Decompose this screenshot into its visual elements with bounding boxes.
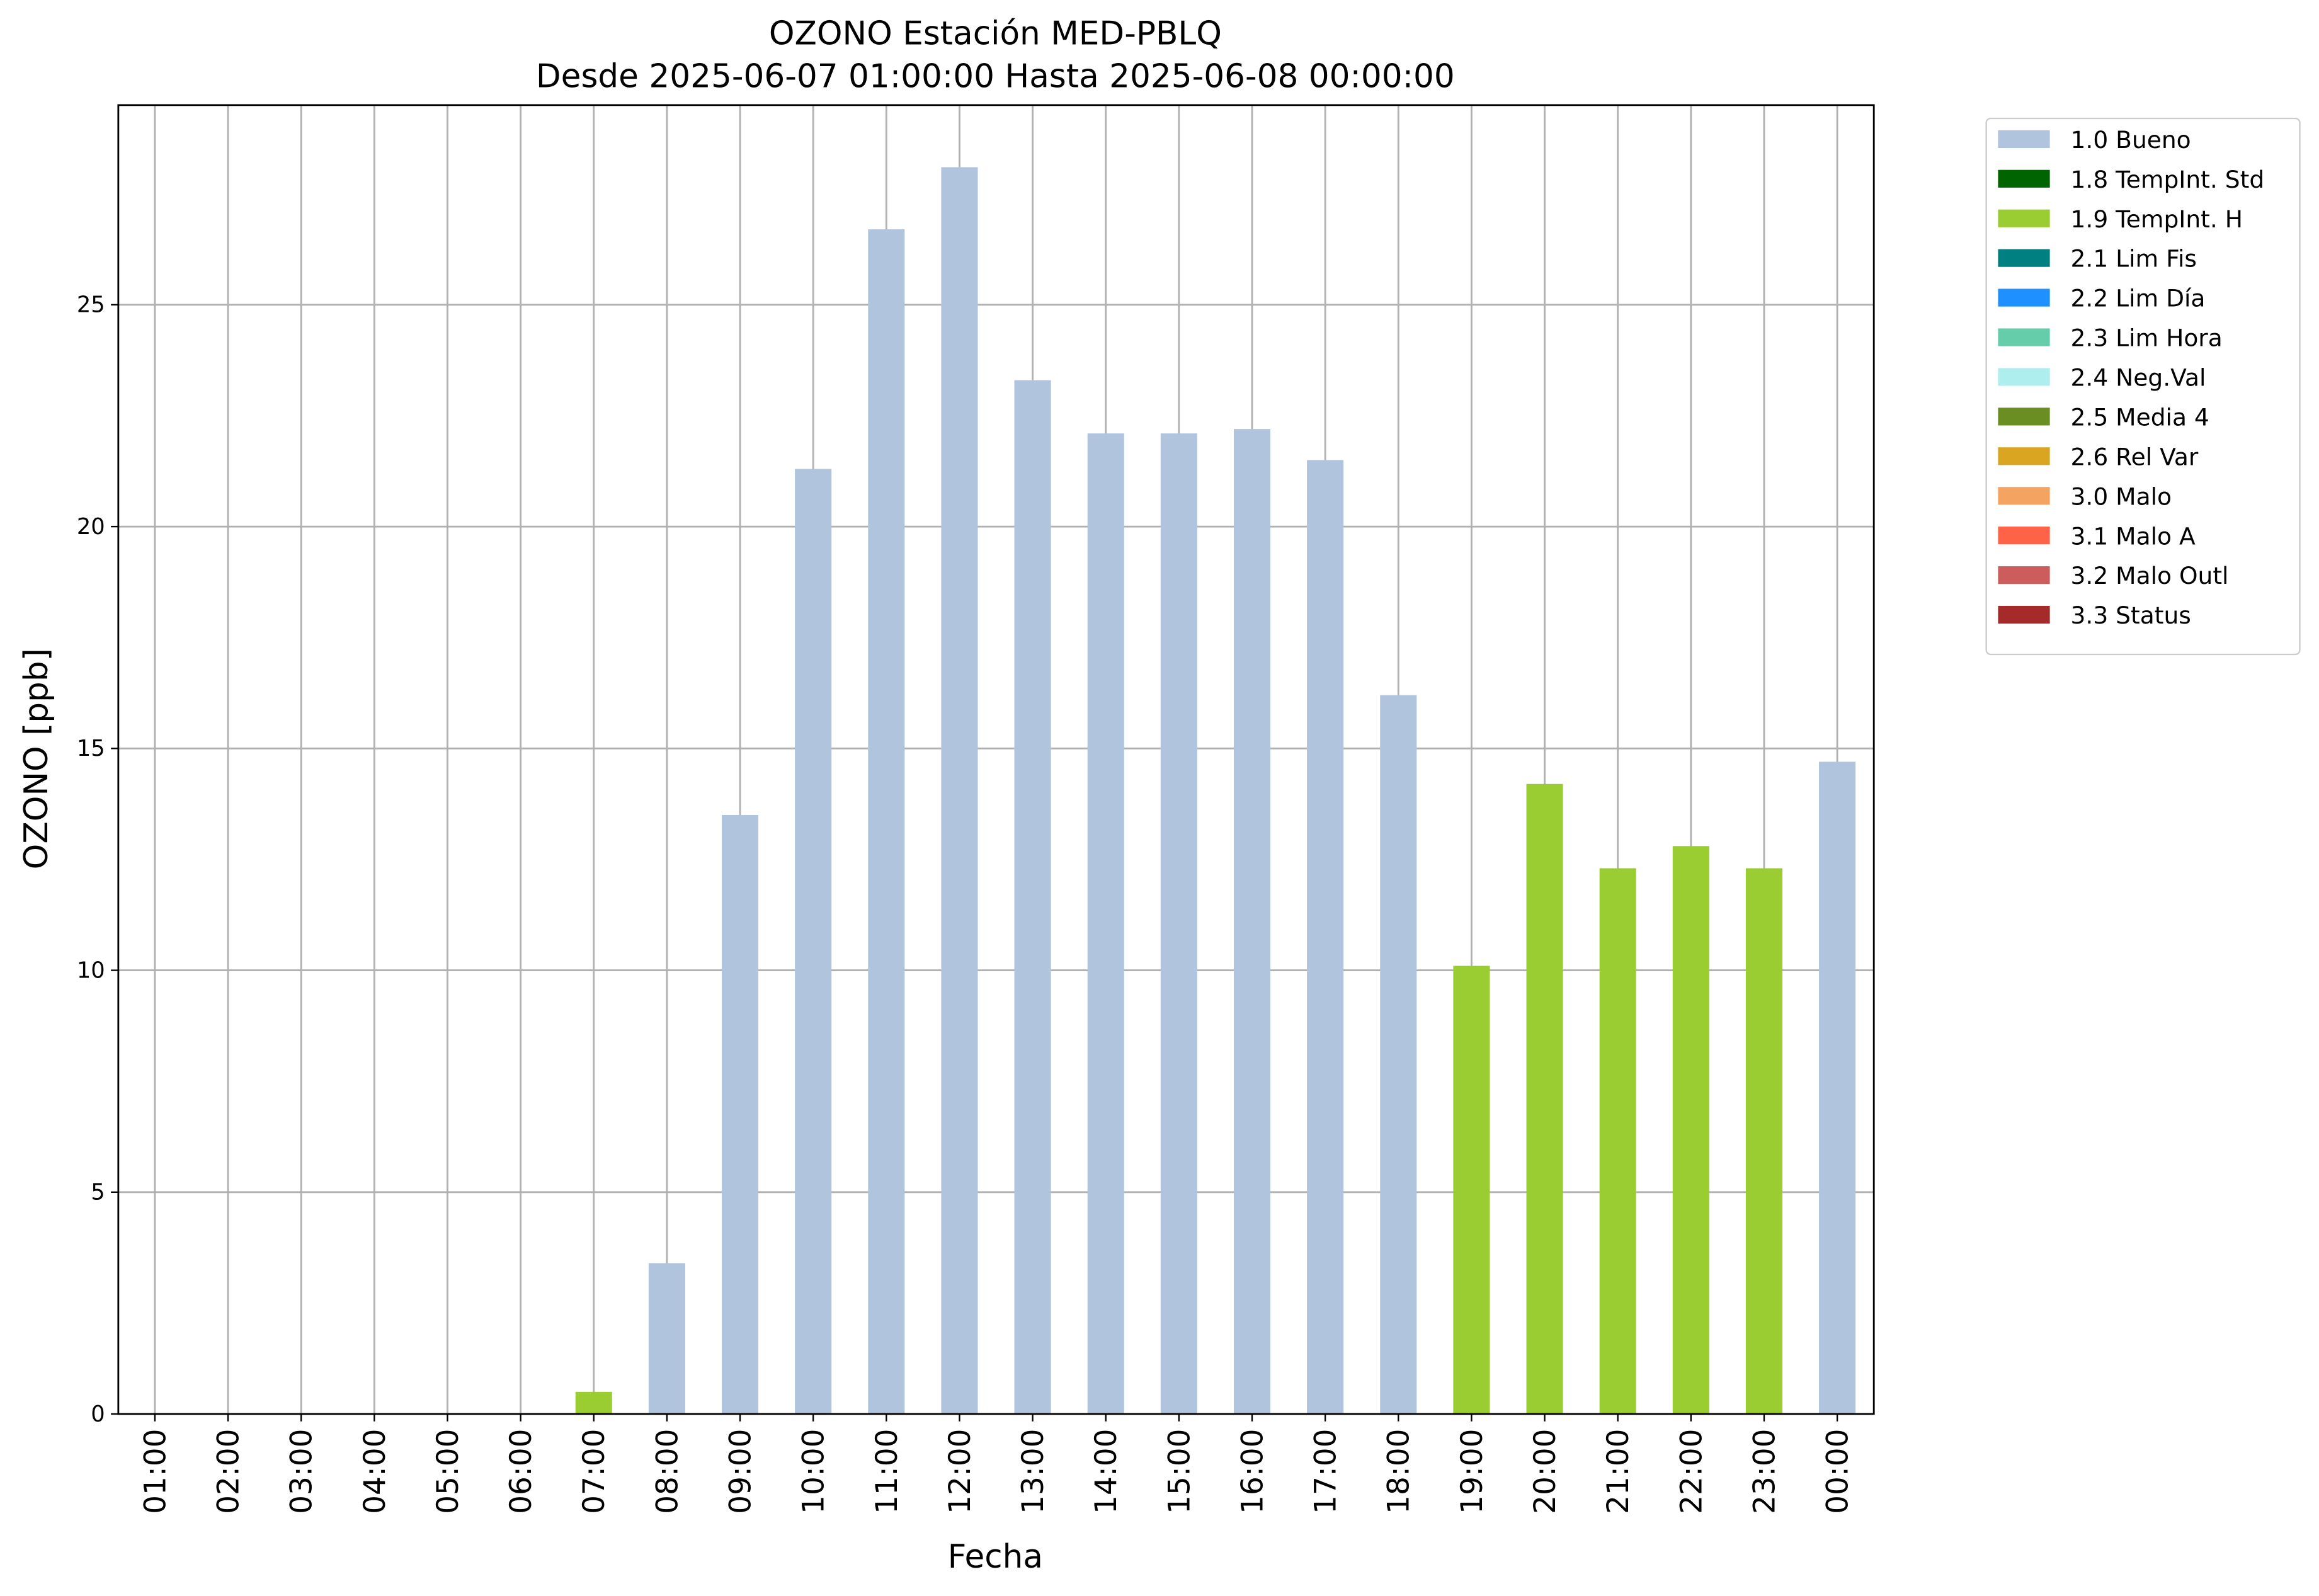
x-tick-label: 19:00 xyxy=(1455,1429,1490,1514)
legend-swatch xyxy=(1998,368,2050,386)
x-tick-label: 03:00 xyxy=(285,1429,319,1514)
bar xyxy=(1453,966,1490,1415)
y-tick-label: 15 xyxy=(77,736,105,761)
y-tick-label: 20 xyxy=(77,514,105,540)
y-tick-label: 5 xyxy=(91,1180,105,1206)
legend-label: 2.5 Media 4 xyxy=(2071,403,2209,431)
legend-frame xyxy=(1985,117,2301,656)
x-tick-label: 18:00 xyxy=(1382,1429,1416,1514)
legend-swatch xyxy=(1998,169,2050,188)
x-tick-label: 15:00 xyxy=(1162,1429,1197,1514)
bar xyxy=(795,469,832,1415)
legend-swatch xyxy=(1998,605,2050,624)
legend-swatch xyxy=(1998,566,2050,584)
x-tick-label: 02:00 xyxy=(212,1429,246,1514)
bar xyxy=(1599,868,1636,1415)
y-tick-label: 0 xyxy=(91,1401,105,1427)
legend-swatch xyxy=(1998,447,2050,465)
x-tick-label: 08:00 xyxy=(650,1429,685,1514)
x-tick-label: 23:00 xyxy=(1747,1429,1782,1514)
x-tick-label: 14:00 xyxy=(1089,1429,1124,1514)
legend-label: 2.4 Neg.Val xyxy=(2071,364,2206,392)
bar xyxy=(575,1391,612,1415)
y-tick-label: 25 xyxy=(77,292,105,318)
legend-label: 3.2 Malo Outl xyxy=(2071,562,2229,590)
x-tick-label: 04:00 xyxy=(358,1429,392,1514)
legend-swatch xyxy=(1998,527,2050,545)
y-tick-label: 10 xyxy=(77,957,105,983)
bar xyxy=(648,1263,685,1415)
legend: 1.0 Bueno 1.8 TempInt. Std 1.9 TempInt. H 2… xyxy=(1985,117,2301,656)
bar xyxy=(1745,868,1783,1415)
chart-subtitle: Desde 2025-06-07 01:00:00 Hasta 2025-06-… xyxy=(536,58,1455,96)
bar xyxy=(1526,784,1563,1415)
legend-label: 1.0 Bueno xyxy=(2071,126,2191,154)
x-tick-label: 16:00 xyxy=(1235,1429,1270,1514)
x-tick-label: 05:00 xyxy=(431,1429,465,1514)
bar xyxy=(1380,695,1417,1415)
x-tick-label: 10:00 xyxy=(797,1429,831,1514)
x-tick-label: 21:00 xyxy=(1601,1429,1636,1514)
chart-title: OZONO Estación MED-PBLQ xyxy=(769,15,1222,53)
bar xyxy=(868,229,905,1415)
x-tick-label: 13:00 xyxy=(1016,1429,1051,1514)
x-tick-label: 00:00 xyxy=(1821,1429,1855,1514)
legend-swatch xyxy=(1998,408,2050,426)
legend-swatch xyxy=(1998,249,2050,267)
x-tick-label: 01:00 xyxy=(138,1429,173,1514)
x-tick-label: 12:00 xyxy=(943,1429,977,1514)
bar xyxy=(1087,433,1124,1415)
bar xyxy=(1233,429,1271,1415)
x-tick-label: 06:00 xyxy=(504,1429,538,1514)
legend-swatch xyxy=(1998,130,2050,148)
x-tick-label: 20:00 xyxy=(1528,1429,1563,1514)
legend-label: 3.0 Malo xyxy=(2071,482,2172,510)
x-tick-label: 07:00 xyxy=(577,1429,612,1514)
bar xyxy=(722,815,759,1415)
legend-swatch xyxy=(1998,487,2050,505)
legend-label: 2.3 Lim Hora xyxy=(2071,324,2223,352)
x-tick-label: 09:00 xyxy=(723,1429,758,1514)
legend-label: 2.6 Rel Var xyxy=(2071,443,2199,470)
y-axis-label: OZONO [ppb] xyxy=(18,648,55,869)
bar xyxy=(1819,761,1856,1415)
bar xyxy=(1672,846,1709,1415)
bar xyxy=(1160,433,1197,1415)
plot-frame xyxy=(117,104,1875,1415)
bar xyxy=(1307,460,1344,1415)
x-tick-label: 17:00 xyxy=(1309,1429,1343,1514)
legend-label: 1.8 TempInt. Std xyxy=(2071,166,2265,193)
legend-label: 3.3 Status xyxy=(2071,601,2191,629)
x-tick-label: 11:00 xyxy=(870,1429,904,1514)
legend-swatch xyxy=(1998,328,2050,346)
bar xyxy=(1014,380,1051,1415)
legend-swatch xyxy=(1998,209,2050,227)
x-axis-label: Fecha xyxy=(948,1538,1043,1576)
bars xyxy=(575,167,1856,1415)
x-tick-label: 22:00 xyxy=(1674,1429,1709,1514)
legend-label: 3.1 Malo A xyxy=(2071,522,2196,550)
legend-label: 1.9 TempInt. H xyxy=(2071,205,2243,233)
legend-swatch xyxy=(1998,288,2050,307)
bar xyxy=(941,167,978,1415)
legend-label: 2.1 Lim Fis xyxy=(2071,245,2197,273)
legend-label: 2.2 Lim Día xyxy=(2071,285,2206,312)
